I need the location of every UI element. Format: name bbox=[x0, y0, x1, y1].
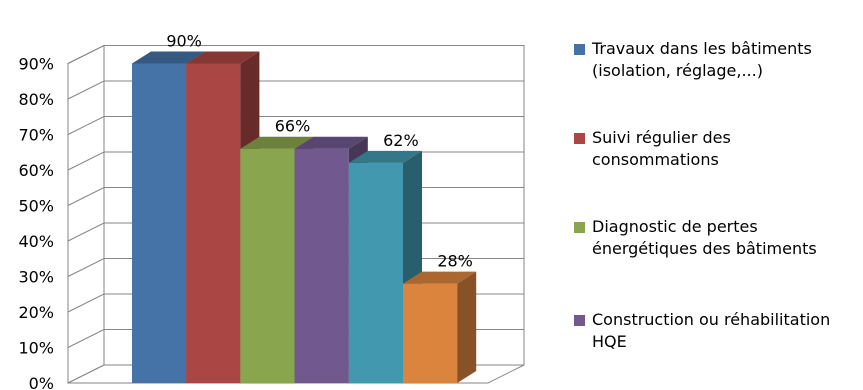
legend-swatch bbox=[574, 44, 585, 55]
y-tick-label: 50% bbox=[18, 197, 54, 216]
bar-top bbox=[132, 51, 206, 64]
gridline bbox=[67, 116, 524, 135]
y-axis-ticks: 0% 10% 20% 30% 40% 50% 60% 70% 80% 90% bbox=[18, 55, 54, 390]
bar bbox=[348, 150, 422, 383]
bar-front bbox=[132, 63, 187, 383]
legend-label: Diagnostic de pertes énergétiques des bâ… bbox=[592, 217, 817, 258]
y-tick-label: 10% bbox=[18, 339, 54, 358]
y-tick-label: 40% bbox=[18, 232, 54, 251]
y-tick-label: 80% bbox=[18, 90, 54, 109]
bar-top bbox=[186, 51, 260, 64]
y-tick-label: 90% bbox=[18, 55, 54, 74]
legend-item: Construction ou réhabilitation HQE bbox=[574, 309, 863, 359]
bar-chart: 0% 10% 20% 30% 40% 50% 60% 70% 80% 90% 90% 66% 62% 2… bbox=[18, 32, 525, 390]
legend-swatch bbox=[574, 315, 585, 326]
legend-label: Travaux dans les bâtiments (isolation, r… bbox=[592, 39, 812, 80]
data-labels: 90% 66% 62% 28% bbox=[166, 32, 473, 271]
gridline bbox=[67, 45, 524, 64]
gridlines bbox=[67, 45, 524, 348]
bar-top bbox=[348, 150, 422, 163]
legend-swatch bbox=[574, 222, 585, 233]
gridline bbox=[67, 80, 524, 100]
bar-front bbox=[186, 63, 241, 383]
legend: Travaux dans les bâtiments (isolation, r… bbox=[574, 0, 863, 390]
legend-swatch bbox=[574, 133, 585, 144]
bar-side bbox=[457, 271, 477, 383]
y-tick-label: 70% bbox=[18, 126, 54, 145]
bar-top bbox=[240, 136, 314, 149]
legend-label: Construction ou réhabilitation HQE bbox=[592, 310, 831, 351]
legend-item: Travaux dans les bâtiments (isolation, r… bbox=[574, 38, 863, 88]
bar-top bbox=[403, 271, 477, 284]
legend-item: Diagnostic de pertes énergétiques des bâ… bbox=[574, 216, 863, 291]
bars bbox=[132, 51, 477, 383]
data-label: 62% bbox=[383, 131, 419, 150]
bar-top bbox=[294, 136, 368, 149]
data-label: 90% bbox=[166, 32, 202, 51]
bar-front bbox=[348, 162, 403, 383]
legend-item: Suivi régulier des consommations bbox=[574, 127, 863, 177]
bar-front bbox=[403, 283, 458, 383]
bar-front bbox=[240, 148, 295, 383]
y-tick-label: 60% bbox=[18, 161, 54, 180]
data-label: 28% bbox=[437, 252, 473, 271]
bar bbox=[403, 271, 477, 383]
bar-front bbox=[294, 148, 349, 383]
y-tick-label: 0% bbox=[29, 374, 54, 390]
data-label: 66% bbox=[275, 117, 311, 136]
y-tick-label: 20% bbox=[18, 303, 54, 322]
legend-label: Suivi régulier des consommations bbox=[592, 128, 731, 169]
y-tick-label: 30% bbox=[18, 268, 54, 287]
